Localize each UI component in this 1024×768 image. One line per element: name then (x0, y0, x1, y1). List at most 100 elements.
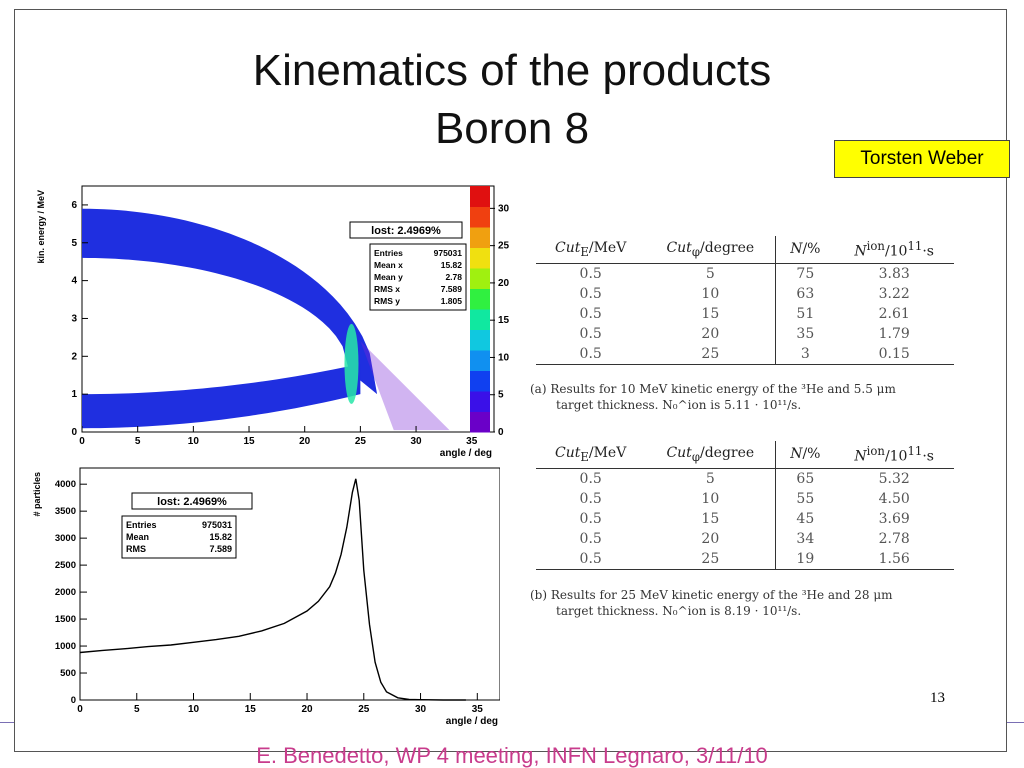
table-cell: 0.5 (579, 530, 602, 547)
x-tick-label: 20 (299, 436, 311, 447)
table-cell: 0.5 (579, 550, 602, 567)
stats-label: RMS x (374, 284, 400, 294)
x-tick-label: 10 (188, 436, 200, 447)
footer-rule-right (1007, 722, 1024, 723)
energy-angle-heatmap: 0 5 10 15 20 25 30 35 0 1 2 3 4 5 6 angle / deg kin. ene… (36, 185, 510, 458)
table-cell: 5.32 (878, 470, 910, 487)
table-row: 0.5 20 35 1.79 (536, 323, 954, 344)
y-tick-label: 1 (71, 389, 77, 400)
colorbar-segment (470, 329, 490, 351)
angle-distribution-histogram: 0 5 10 15 20 25 30 35 0 500 1000 1500 2000 2500 3000 35… (32, 467, 500, 727)
colorbar-segment (470, 350, 490, 371)
x-tick-label: 35 (472, 704, 484, 715)
colorbar-segment (470, 391, 490, 412)
table-cell: 55 (775, 488, 835, 509)
table-row: 0.5 25 3 0.15 (536, 343, 954, 365)
table-cell: 20 (701, 530, 720, 547)
table-cell: 25 (701, 550, 720, 567)
y-tick-label: 500 (60, 668, 76, 679)
stats-label: Mean y (374, 272, 403, 282)
table-row: 0.5 15 45 3.69 (536, 508, 954, 529)
caption-line: (b) Results for 25 MeV kinetic energy of… (530, 588, 893, 602)
table-cell: 15 (701, 510, 720, 527)
caption-line: target thickness. N₀^ion is 5.11 · 10¹¹/… (556, 398, 802, 412)
table-row: 0.5 15 51 2.61 (536, 303, 954, 324)
caption-line: (a) Results for 10 MeV kinetic energy of… (530, 382, 896, 396)
x-axis-label: angle / deg (446, 716, 498, 727)
y-tick-label: 3500 (55, 506, 76, 517)
colorbar-tick-label: 25 (498, 241, 510, 252)
table-row: 0.5 25 19 1.56 (536, 548, 954, 570)
table-cell: 45 (775, 508, 835, 529)
y-tick-label: 2 (71, 351, 77, 362)
table-cell: 0.5 (579, 285, 602, 302)
table-row: 0.5 10 55 4.50 (536, 488, 954, 509)
table-cell: 65 (775, 468, 835, 489)
colorbar-segment (470, 206, 490, 228)
x-tick-label: 15 (245, 704, 257, 715)
col-header-cut-phi: Cutφ/degree (645, 236, 776, 264)
table-cell: 4.50 (878, 490, 910, 507)
colorbar-tick-label: 5 (498, 390, 504, 401)
colorbar-segment (470, 370, 490, 392)
y-tick-label: 1500 (55, 614, 76, 625)
lost-label: lost: 2.4969% (157, 496, 227, 508)
table-row: 0.5 5 75 3.83 (536, 263, 954, 284)
table-row: 0.5 20 34 2.78 (536, 528, 954, 549)
y-tick-label: 1000 (55, 641, 76, 652)
author-badge: Torsten Weber (834, 140, 1010, 178)
slide-subtitle: Boron 8 (434, 104, 590, 153)
x-tick-label: 30 (410, 436, 422, 447)
col-header-n-ion: Nion/1011·s (834, 236, 954, 264)
x-tick-label: 35 (466, 436, 478, 447)
x-tick-label: 0 (79, 436, 85, 447)
slide-title: Kinematics of the products (252, 46, 772, 95)
peak-density-spot (344, 323, 359, 404)
footer-text: E. Benedetto, WP 4 meeting, INFN Legnaro… (256, 743, 768, 768)
colorbar-segment (470, 288, 490, 310)
stats-label: Entries (126, 520, 157, 530)
table-cell: 0.5 (579, 265, 602, 282)
table-header-row: CutE/MeV Cutφ/degree N/% Nion/1011·s (536, 236, 954, 264)
y-tick-label: 2500 (55, 560, 76, 571)
stats-label: Mean (126, 532, 149, 542)
upper-energy-band (82, 208, 378, 395)
table-cell: 3 (775, 343, 835, 365)
stats-label: RMS y (374, 296, 400, 306)
y-axis-label: # particles (32, 472, 42, 517)
stats-label: RMS (126, 544, 146, 554)
table-row: 0.5 5 65 5.32 (536, 468, 954, 489)
table-cell: 0.5 (579, 305, 602, 322)
lower-energy-band (82, 363, 361, 429)
y-tick-label: 0 (71, 695, 76, 706)
table-cell: 20 (701, 325, 720, 342)
table-cell: 25 (701, 345, 720, 362)
stats-value: 1.805 (441, 296, 463, 306)
table-cell: 3.83 (878, 265, 910, 282)
table-cell: 2.61 (878, 305, 910, 322)
results-table-b: CutE/MeV Cutφ/degree N/% Nion/1011·s 0.5… (536, 441, 954, 570)
x-tick-label: 15 (243, 436, 255, 447)
lost-box (349, 221, 463, 239)
colorbar-segment (470, 411, 490, 433)
col-header-n-percent: N/% (775, 236, 835, 264)
table-cell: 0.5 (579, 470, 602, 487)
stats-value: 975031 (202, 520, 232, 530)
y-tick-label: 3000 (55, 533, 76, 544)
lost-label: lost: 2.4969% (371, 225, 441, 237)
page-number: 13 (930, 690, 945, 706)
y-tick-label: 0 (71, 427, 77, 438)
colorbar-tick-label: 15 (498, 315, 510, 326)
table-cell: 10 (701, 285, 720, 302)
table-cell: 3.69 (878, 510, 910, 527)
caption-line: target thickness. N₀^ion is 8.19 · 10¹¹/… (556, 604, 802, 618)
colorbar-segment (470, 247, 490, 269)
y-tick-label: 2000 (55, 587, 76, 598)
stats-box (121, 515, 237, 559)
table-cell: 0.5 (579, 345, 602, 362)
histogram-line (79, 478, 466, 701)
table-cell: 5 (705, 470, 715, 487)
lost-box (131, 492, 253, 510)
table-cell: 19 (775, 548, 835, 570)
scattered-tail (360, 341, 450, 431)
